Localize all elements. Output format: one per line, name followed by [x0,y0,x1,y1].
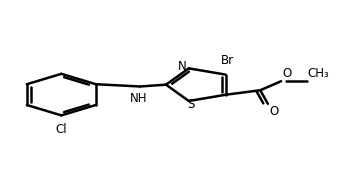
Text: O: O [283,67,292,80]
Text: N: N [178,60,187,73]
Text: NH: NH [129,92,147,104]
Text: O: O [270,105,279,118]
Text: Cl: Cl [56,123,67,136]
Text: S: S [187,98,194,111]
Text: Br: Br [221,54,234,67]
Text: CH₃: CH₃ [308,67,330,80]
